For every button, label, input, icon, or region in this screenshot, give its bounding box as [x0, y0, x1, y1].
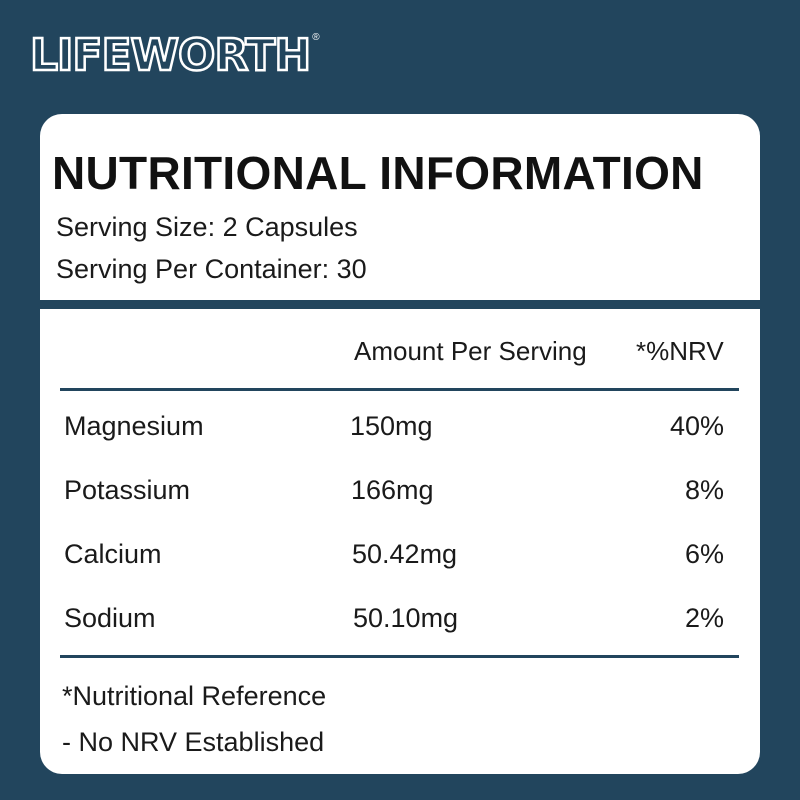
brand-logo: LIFEWORTH ® [29, 30, 320, 81]
nutrient-amount: 166mg [351, 475, 434, 505]
registered-mark: ® [312, 32, 320, 43]
nutrient-name: Magnesium [64, 411, 204, 441]
nutrient-nrv: 8% [684, 475, 724, 505]
nutrient-name: Sodium [64, 603, 156, 633]
nutrient-nrv: 6% [684, 539, 724, 569]
table-bottom-rule [60, 655, 739, 658]
nutrition-panel: NUTRITIONAL INFORMATION Serving Size: 2 … [40, 114, 760, 774]
table-row: Sodium 50.10mg 2% [40, 602, 760, 636]
serving-size: Serving Size: 2 Capsules [56, 212, 358, 242]
table-row: Calcium 50.42mg 6% [40, 538, 760, 572]
column-header-nrv: *%NRV [636, 336, 724, 366]
column-header-amount: Amount Per Serving [354, 336, 587, 366]
nutrient-amount: 50.10mg [353, 603, 459, 633]
nutrient-amount: 150mg [350, 411, 433, 441]
table-row: Potassium 166mg 8% [40, 474, 760, 508]
nutrient-name: Calcium [64, 539, 162, 569]
nutrient-amount: 50.42mg [352, 539, 458, 569]
nutrient-name: Potassium [64, 475, 191, 505]
panel-title: NUTRITIONAL INFORMATION [52, 147, 704, 199]
panel-header: NUTRITIONAL INFORMATION Serving Size: 2 … [40, 114, 760, 300]
table-top-rule [60, 388, 739, 391]
nutrient-nrv: 2% [684, 603, 724, 633]
nutrient-nrv: 40% [669, 411, 724, 441]
brand-wordmark: LIFEWORTH [29, 30, 313, 81]
servings-per-container: Serving Per Container: 30 [56, 254, 367, 284]
footnote-reference: *Nutritional Reference [62, 681, 327, 711]
table-row: Magnesium 150mg 40% [40, 410, 760, 444]
header-divider-band [40, 300, 760, 309]
footnote-no-nrv: - No NRV Established [62, 727, 325, 757]
